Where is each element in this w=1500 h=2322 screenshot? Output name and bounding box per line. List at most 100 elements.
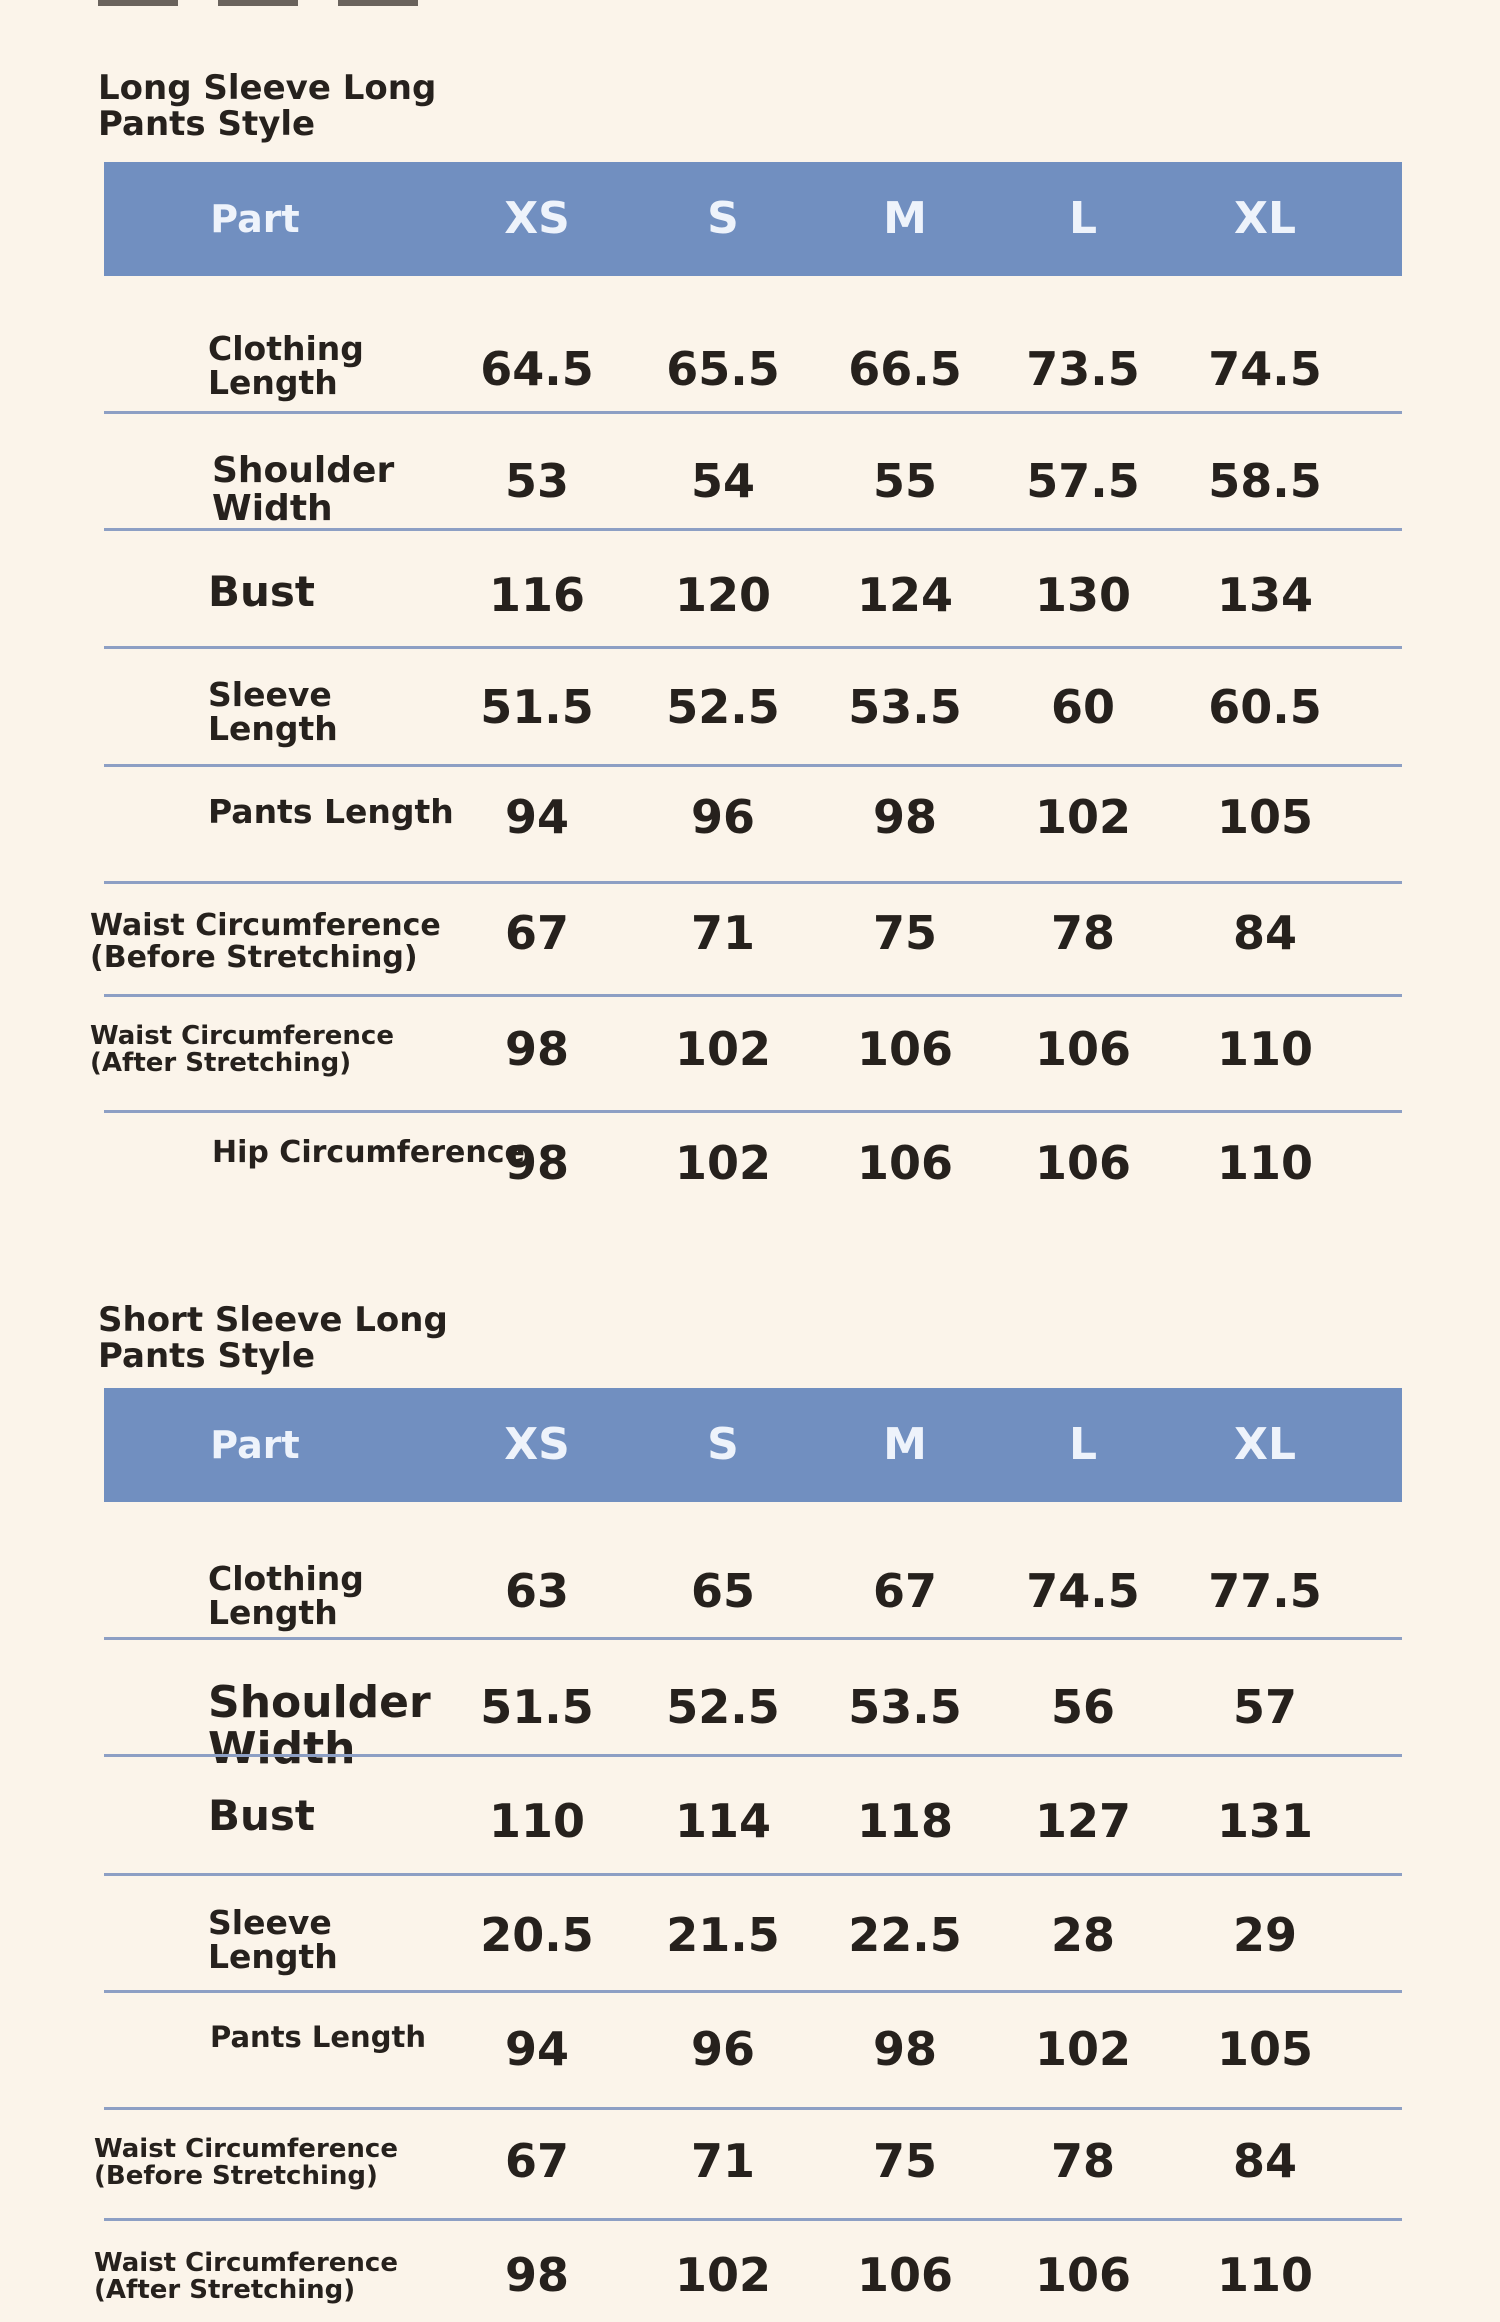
header-size-m: M: [883, 193, 927, 244]
row-label: Waist Circumference (After Stretching): [90, 1021, 394, 1078]
size-value: 60.5: [1208, 680, 1322, 734]
size-value: 110: [488, 1794, 586, 1848]
size-value: 75: [872, 2134, 937, 2188]
size-value: 84: [1232, 906, 1297, 960]
row-label: Hip Circumference: [212, 1135, 525, 1170]
row-divider: [104, 2218, 1402, 2221]
size-value: 102: [674, 1022, 772, 1076]
size-value: 55: [872, 454, 937, 508]
size-value: 52.5: [666, 680, 780, 734]
row-divider: [104, 1873, 1402, 1876]
size-value: 102: [1034, 790, 1132, 844]
row-label: Waist Circumference (Before Stretching): [94, 2134, 398, 2191]
size-value: 29: [1232, 1908, 1297, 1962]
size-value: 120: [674, 568, 772, 622]
row-label: Clothing Length: [208, 329, 364, 402]
size-value: 84: [1232, 2134, 1297, 2188]
size-value: 57: [1232, 1680, 1297, 1734]
size-value: 64.5: [480, 342, 594, 396]
row-label: Sleeve Length: [208, 1903, 338, 1976]
row-divider: [104, 764, 1402, 767]
size-value: 22.5: [848, 1908, 962, 1962]
table-title: Long Sleeve Long Pants Style: [98, 68, 437, 144]
size-value: 131: [1216, 1794, 1314, 1848]
header-size-xl: XL: [1234, 1419, 1296, 1470]
size-value: 98: [504, 1022, 569, 1076]
size-value: 53.5: [848, 1680, 962, 1734]
row-label: Pants Length: [208, 792, 454, 831]
size-value: 75: [872, 906, 937, 960]
header-size-xl: XL: [1234, 193, 1296, 244]
row-label: Waist Circumference (Before Stretching): [90, 908, 441, 975]
size-value: 130: [1034, 568, 1132, 622]
size-value: 56: [1050, 1680, 1115, 1734]
size-value: 53.5: [848, 680, 962, 734]
size-value: 96: [690, 2022, 755, 2076]
size-value: 65.5: [666, 342, 780, 396]
table-header: Part XS S M L XL: [104, 162, 1402, 276]
header-size-l: L: [1068, 193, 1098, 244]
size-value: 98: [872, 790, 937, 844]
row-divider: [104, 1110, 1402, 1113]
size-value: 124: [856, 568, 954, 622]
size-value: 94: [504, 2022, 569, 2076]
size-value: 66.5: [848, 342, 962, 396]
size-value: 54: [690, 454, 755, 508]
size-value: 102: [674, 1136, 772, 1190]
row-label: Sleeve Length: [208, 675, 338, 748]
size-value: 134: [1216, 568, 1314, 622]
size-value: 71: [690, 2134, 755, 2188]
size-value: 67: [504, 906, 569, 960]
header-size-s: S: [707, 193, 739, 244]
size-value: 106: [856, 1022, 954, 1076]
size-value: 73.5: [1026, 342, 1140, 396]
size-value: 106: [856, 2248, 954, 2302]
size-value: 65: [690, 1564, 755, 1618]
size-value: 110: [1216, 1136, 1314, 1190]
size-value: 127: [1034, 1794, 1132, 1848]
row-label: Bust: [208, 567, 315, 616]
size-value: 21.5: [666, 1908, 780, 1962]
size-value: 98: [872, 2022, 937, 2076]
row-divider: [104, 528, 1402, 531]
header-size-m: M: [883, 1419, 927, 1470]
header-part: Part: [210, 197, 300, 241]
row-divider: [104, 411, 1402, 414]
cropped-heading-fragment: [98, 0, 528, 6]
size-value: 110: [1216, 1022, 1314, 1076]
row-divider: [104, 994, 1402, 997]
size-value: 106: [856, 1136, 954, 1190]
size-value: 74.5: [1208, 342, 1322, 396]
size-value: 105: [1216, 790, 1314, 844]
row-label: Shoulder Width: [208, 1677, 431, 1774]
size-value: 77.5: [1208, 1564, 1322, 1618]
size-value: 53: [504, 454, 569, 508]
size-value: 94: [504, 790, 569, 844]
size-value: 102: [1034, 2022, 1132, 2076]
row-divider: [104, 881, 1402, 884]
header-size-l: L: [1068, 1419, 1098, 1470]
size-value: 96: [690, 790, 755, 844]
size-value: 105: [1216, 2022, 1314, 2076]
header-size-s: S: [707, 1419, 739, 1470]
table-header: Part XS S M L XL: [104, 1388, 1402, 1502]
header-size-xs: XS: [504, 193, 570, 244]
row-label: Waist Circumference (After Stretching): [94, 2248, 398, 2305]
header-size-xs: XS: [504, 1419, 570, 1470]
size-value: 58.5: [1208, 454, 1322, 508]
size-value: 114: [674, 1794, 772, 1848]
size-value: 51.5: [480, 680, 594, 734]
size-value: 78: [1050, 906, 1115, 960]
row-divider: [104, 646, 1402, 649]
size-value: 51.5: [480, 1680, 594, 1734]
row-label: Shoulder Width: [212, 450, 395, 529]
size-value: 106: [1034, 1136, 1132, 1190]
size-value: 78: [1050, 2134, 1115, 2188]
size-value: 98: [504, 2248, 569, 2302]
size-value: 106: [1034, 2248, 1132, 2302]
size-value: 57.5: [1026, 454, 1140, 508]
size-value: 52.5: [666, 1680, 780, 1734]
size-value: 20.5: [480, 1908, 594, 1962]
row-divider: [104, 1637, 1402, 1640]
size-value: 98: [504, 1136, 569, 1190]
